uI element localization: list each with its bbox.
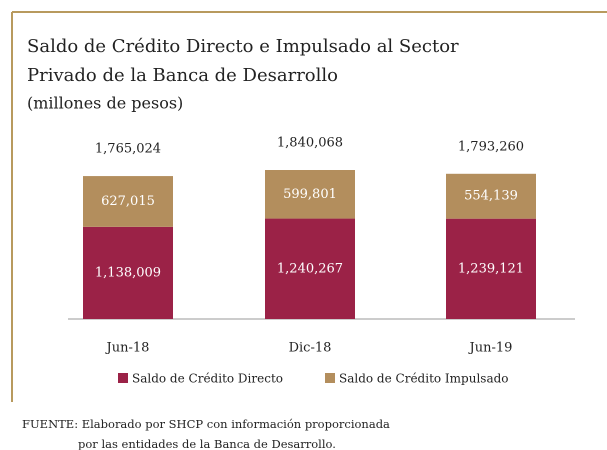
total-label: 1,765,024: [95, 142, 161, 157]
value-label: 554,139: [464, 189, 518, 204]
legend-label: Saldo de Crédito Directo: [132, 372, 283, 386]
x-tick-label: Dic-18: [289, 341, 332, 356]
bar-segment: [83, 176, 173, 227]
chart-title: Privado de la Banca de Desarrollo: [27, 65, 338, 86]
value-label: 599,801: [283, 187, 337, 202]
legend-swatch: [325, 373, 335, 383]
value-label: 1,240,267: [277, 261, 343, 276]
bar-segment: [83, 226, 173, 319]
bar-segment: [265, 218, 355, 319]
bar-segment: [265, 170, 355, 219]
source: FUENTE: Elaborado por SHCP con informaci…: [22, 417, 390, 431]
total-label: 1,840,068: [277, 136, 343, 151]
chart-title: Saldo de Crédito Directo e Impulsado al …: [27, 36, 459, 57]
value-label: 1,138,009: [95, 265, 161, 280]
chart-subtitle: (millones de pesos): [27, 94, 183, 113]
x-tick-label: Jun-19: [468, 341, 513, 356]
x-tick-label: Jun-18: [105, 341, 150, 356]
value-label: 627,015: [101, 194, 155, 209]
legend-label: Saldo de Crédito Impulsado: [339, 372, 509, 386]
total-label: 1,793,260: [458, 139, 524, 154]
bar-segment: [446, 173, 536, 219]
source: por las entidades de la Banca de Desarro…: [78, 437, 336, 450]
bar-segment: [446, 218, 536, 319]
value-label: 1,239,121: [458, 261, 524, 276]
legend-swatch: [118, 373, 128, 383]
